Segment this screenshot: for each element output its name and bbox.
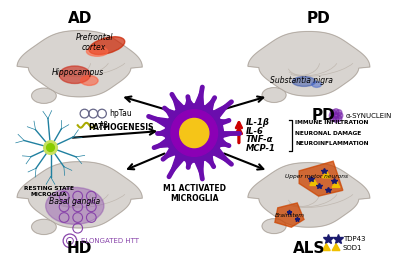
Text: Brainstem: Brainstem [274,213,304,218]
Ellipse shape [32,88,56,103]
Ellipse shape [86,46,108,56]
Text: Basal ganglia: Basal ganglia [49,198,100,206]
Ellipse shape [292,77,316,87]
Polygon shape [275,203,304,227]
Polygon shape [310,179,318,186]
Text: PATHOGENESIS: PATHOGENESIS [89,123,154,132]
Text: PD: PD [312,108,335,123]
Polygon shape [332,244,340,250]
Text: PD: PD [307,11,330,26]
Ellipse shape [262,219,286,234]
Circle shape [333,116,339,122]
Ellipse shape [46,187,104,224]
Text: Upper motor neurons: Upper motor neurons [285,174,348,179]
Circle shape [336,116,342,121]
Text: AD: AD [68,11,92,26]
Text: Hippocampus: Hippocampus [52,68,104,77]
Text: IL-1β: IL-1β [246,118,270,127]
Text: RESTING STATE
MICROGLIA: RESTING STATE MICROGLIA [24,186,74,197]
Text: TNF-α: TNF-α [246,135,273,144]
Circle shape [165,104,223,162]
Circle shape [330,116,336,121]
Polygon shape [322,244,330,250]
Circle shape [337,113,343,119]
Circle shape [171,110,218,156]
Circle shape [329,113,335,119]
Polygon shape [322,171,330,178]
Text: NEUROINFLAMMATION: NEUROINFLAMMATION [295,141,369,146]
Ellipse shape [81,76,98,85]
Ellipse shape [89,37,125,54]
Text: M1 ACTIVATED
MICROGLIA: M1 ACTIVATED MICROGLIA [163,183,226,203]
Circle shape [333,109,339,115]
Text: α-SYNUCLEIN: α-SYNUCLEIN [346,112,392,119]
Text: HD: HD [67,241,92,256]
Text: NEURONAL DAMAGE: NEURONAL DAMAGE [295,131,362,136]
Text: hpTau: hpTau [109,109,132,118]
Circle shape [333,113,339,119]
Circle shape [330,110,336,116]
Text: IMMUNE INFILTRATION: IMMUNE INFILTRATION [295,120,369,125]
Text: MCP-1: MCP-1 [246,144,276,153]
Polygon shape [149,87,239,179]
Text: IL-6: IL-6 [246,127,264,136]
Text: Substantia nigra: Substantia nigra [270,76,332,85]
Polygon shape [17,162,142,228]
Ellipse shape [312,81,322,87]
Circle shape [336,110,342,116]
Ellipse shape [59,66,90,84]
Polygon shape [17,31,142,97]
Text: Prefrontal
cortex: Prefrontal cortex [76,33,113,52]
Polygon shape [248,32,370,96]
Circle shape [44,141,57,154]
Circle shape [180,119,209,148]
Text: Aβ: Aβ [99,121,109,130]
Circle shape [47,144,54,151]
Ellipse shape [32,219,56,234]
Polygon shape [299,161,343,196]
Text: SOD1: SOD1 [343,245,362,251]
Polygon shape [248,163,370,227]
Text: TDP43: TDP43 [343,236,365,242]
Text: ELONGATED HTT: ELONGATED HTT [81,238,139,244]
Text: ALS: ALS [293,241,325,256]
Ellipse shape [262,88,286,103]
Polygon shape [332,180,340,187]
